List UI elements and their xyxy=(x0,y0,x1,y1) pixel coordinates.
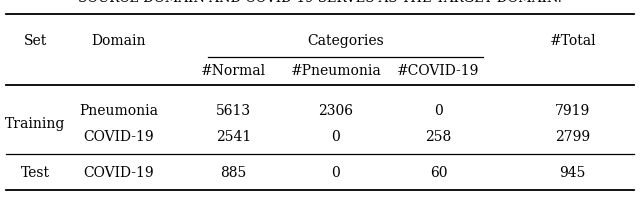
Text: 2541: 2541 xyxy=(216,130,252,144)
Text: 0: 0 xyxy=(434,104,443,118)
Text: 945: 945 xyxy=(559,166,586,180)
Text: 2306: 2306 xyxy=(319,104,353,118)
Text: #COVID-19: #COVID-19 xyxy=(397,64,479,78)
Text: #Pneumonia: #Pneumonia xyxy=(291,64,381,78)
Text: Pneumonia: Pneumonia xyxy=(79,104,158,118)
Text: Set: Set xyxy=(24,34,47,48)
Text: 258: 258 xyxy=(425,130,452,144)
Text: Training: Training xyxy=(5,117,65,131)
Text: Test: Test xyxy=(20,166,50,180)
Text: 885: 885 xyxy=(220,166,247,180)
Text: 60: 60 xyxy=(429,166,447,180)
Text: COVID-19: COVID-19 xyxy=(83,130,154,144)
Text: SOURCE DOMAIN AND COVID-19 SERVES AS THE TARGET DOMAIN.: SOURCE DOMAIN AND COVID-19 SERVES AS THE… xyxy=(78,0,562,5)
Text: Domain: Domain xyxy=(91,34,146,48)
Text: #Normal: #Normal xyxy=(201,64,266,78)
Text: 0: 0 xyxy=(332,130,340,144)
Text: 5613: 5613 xyxy=(216,104,251,118)
Text: Categories: Categories xyxy=(307,34,384,48)
Text: 0: 0 xyxy=(332,166,340,180)
Text: #Total: #Total xyxy=(550,34,596,48)
Text: 7919: 7919 xyxy=(555,104,591,118)
Text: COVID-19: COVID-19 xyxy=(83,166,154,180)
Text: 2799: 2799 xyxy=(556,130,590,144)
